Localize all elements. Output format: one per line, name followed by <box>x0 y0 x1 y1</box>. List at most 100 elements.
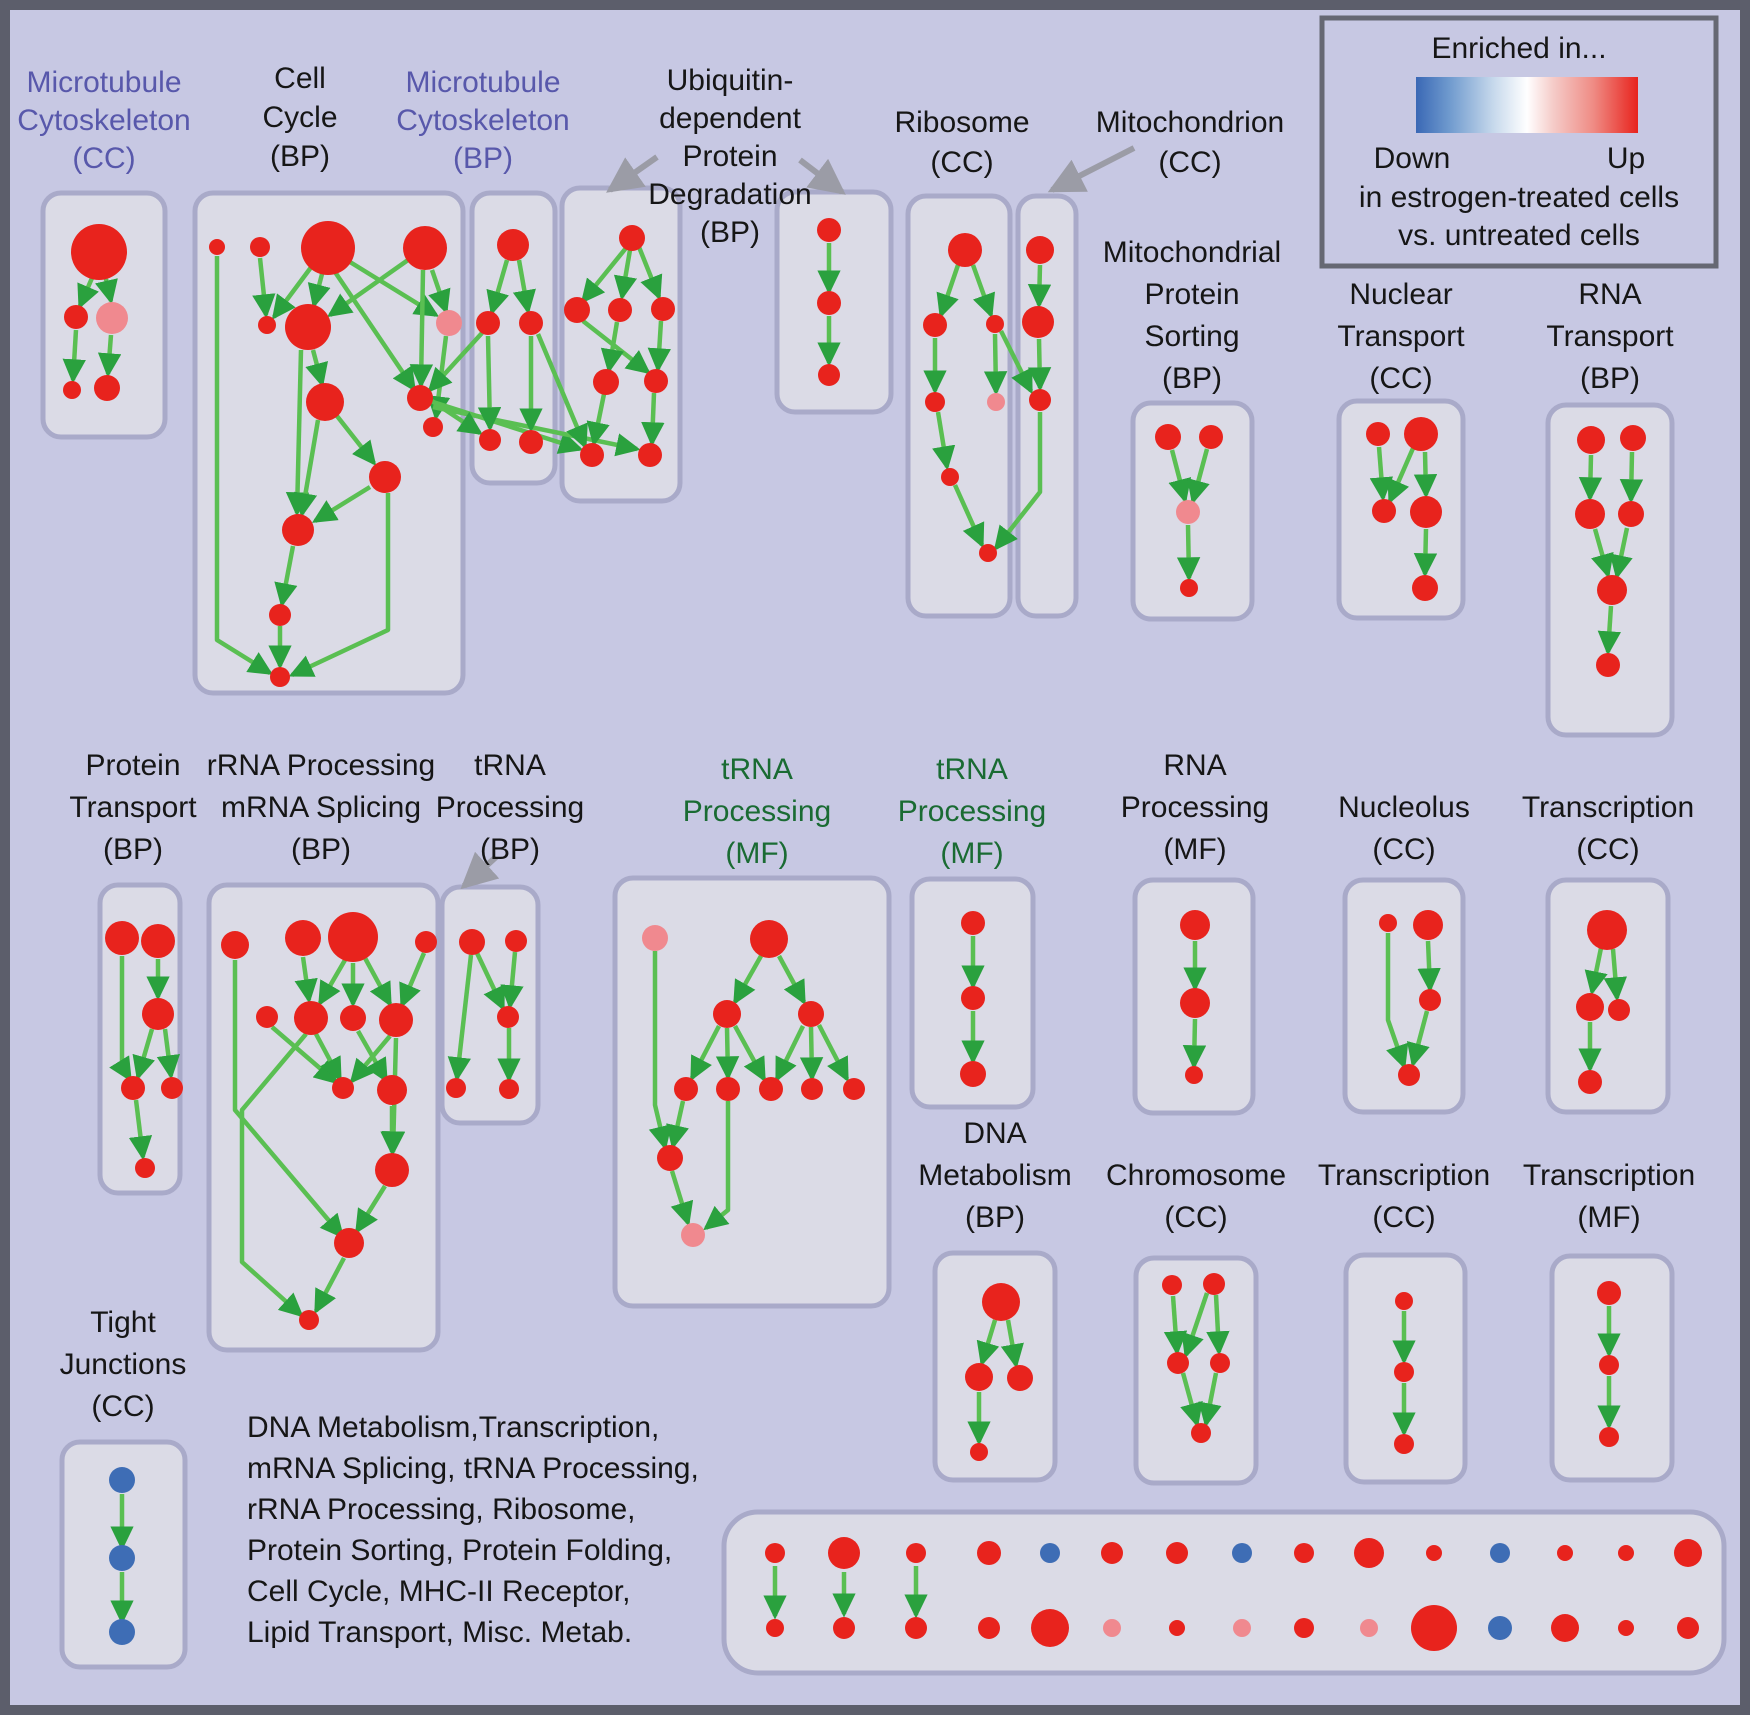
gene-set-node-trna-processing-mf-2-2 <box>960 1061 986 1087</box>
label-mitochondrial-protein-sorting-bp-line-1: Protein <box>1144 278 1239 311</box>
edge-arrow-trna-processing-mf-1-0 <box>733 954 763 1006</box>
gene-set-node-nucleolus-cc-2 <box>1419 989 1441 1011</box>
gene-set-node-misc-cluster-18 <box>978 1617 1000 1639</box>
gene-set-node-mitochondrion-cc-2 <box>1029 389 1051 411</box>
gene-set-node-cell-cycle-bp-5 <box>285 304 331 350</box>
gene-set-node-rna-transport-bp-5 <box>1596 653 1620 677</box>
misc-cluster-note-line-1: mRNA Splicing, tRNA Processing, <box>247 1452 699 1485</box>
edge-arrow-nuclear-transport-cc-1 <box>1387 445 1417 505</box>
label-microtubule-cytoskeleton-bp-line-2: (BP) <box>453 142 513 175</box>
gene-set-node-cell-cycle-bp-11 <box>282 514 314 546</box>
label-rna-processing-mf-line-2: (MF) <box>1163 833 1226 866</box>
gene-set-node-misc-cluster-0 <box>765 1543 785 1563</box>
label-rna-processing-mf-line-1: Processing <box>1121 791 1269 824</box>
edges-layer <box>62 243 1644 1625</box>
edge-arrow-rrna-processing-mrna-splicing-bp-14 <box>239 1032 308 1318</box>
label-dna-metabolism-bp-line-2: (BP) <box>965 1201 1025 1234</box>
legend-title: Enriched in... <box>1431 32 1606 65</box>
label-ribosome-cc-line-0: Ribosome <box>894 106 1029 139</box>
edge-arrow-ubiquitin-degradation-bp-1-0 <box>580 246 628 304</box>
gene-set-node-microtubule-cytoskeleton-bp-3 <box>479 429 501 451</box>
edge-arrow-microtubule-cytoskeleton-cc-2 <box>62 329 86 384</box>
gene-set-node-ubiquitin-degradation-bp-2-2 <box>818 364 840 386</box>
label-protein-transport-bp-line-1: Transport <box>69 791 197 824</box>
gene-set-node-mitochondrion-cc-0 <box>1026 236 1054 264</box>
annotation-arrows-layer <box>460 145 1136 890</box>
edge-arrow-microtubule-cytoskeleton-bp-4 <box>427 331 484 393</box>
edge-arrow-trna-processing-bp-2 <box>447 954 474 1082</box>
edge-arrow-trna-processing-mf-1-5 <box>774 1025 806 1083</box>
gene-set-node-cell-cycle-bp-12 <box>269 604 291 626</box>
label-ubiquitin-degradation-bp-1-line-1: dependent <box>659 102 801 135</box>
gene-set-node-trna-processing-mf-1-7 <box>801 1078 823 1100</box>
edge-arrow-rrna-processing-mrna-splicing-bp-2 <box>318 958 347 1007</box>
gene-set-node-nuclear-transport-cc-4 <box>1412 575 1438 601</box>
legend-down-label: Down <box>1374 142 1451 175</box>
gene-set-node-transcription-mf-1 <box>1599 1355 1619 1375</box>
gene-set-node-nucleolus-cc-0 <box>1379 914 1397 932</box>
gene-set-node-dna-metabolism-bp-2 <box>1007 1365 1033 1391</box>
edge-arrow-trna-processing-mf-1-3 <box>715 1027 740 1081</box>
edge-arrow-cell-cycle-bp-8 <box>409 269 434 389</box>
label-rrna-processing-mrna-splicing-bp-line-1: mRNA Splicing <box>221 791 421 824</box>
label-cell-cycle-bp-line-1: Cycle <box>262 101 337 134</box>
gene-set-node-misc-cluster-9 <box>1354 1538 1384 1568</box>
edge-arrow-rrna-processing-mrna-splicing-bp-1 <box>294 956 318 1004</box>
gene-set-node-rrna-processing-mrna-splicing-bp-6 <box>340 1005 366 1031</box>
gene-set-node-ubiquitin-degradation-bp-1-6 <box>580 443 604 467</box>
legend-subtitle-2: vs. untreated cells <box>1398 219 1640 252</box>
edge-arrow-trna-processing-mf-1-2 <box>690 1024 721 1082</box>
gene-set-node-trna-processing-mf-1-0 <box>642 925 668 951</box>
gene-set-node-rrna-processing-mrna-splicing-bp-11 <box>334 1228 364 1258</box>
gene-set-node-ubiquitin-degradation-bp-1-7 <box>638 443 662 467</box>
edge-arrow-cell-cycle-bp-2 <box>271 264 314 320</box>
edge-arrow-nuclear-transport-cc-0 <box>1369 446 1394 502</box>
gene-set-node-chromosome-cc-1 <box>1203 1273 1225 1295</box>
gene-set-node-misc-cluster-29 <box>1677 1617 1699 1639</box>
gene-set-node-rrna-processing-mrna-splicing-bp-7 <box>379 1003 413 1037</box>
label-mitochondrial-protein-sorting-bp-line-3: (BP) <box>1162 362 1222 395</box>
gene-set-node-mitochondrial-protein-sorting-bp-1 <box>1199 425 1223 449</box>
edge-arrow-rna-transport-bp-2 <box>1591 528 1614 579</box>
edge-arrow-dna-metabolism-bp-1 <box>1000 1319 1024 1369</box>
edge-arrow-trna-processing-mf-1-6 <box>799 1026 824 1082</box>
gene-set-node-rna-transport-bp-4 <box>1597 575 1627 605</box>
gene-set-node-nuclear-transport-cc-0 <box>1366 422 1390 446</box>
edge-arrow-dna-metabolism-bp-0 <box>976 1319 1000 1367</box>
gene-set-node-mitochondrial-protein-sorting-bp-2 <box>1176 500 1200 524</box>
gene-set-node-misc-cluster-26 <box>1488 1616 1512 1640</box>
edge-arrow-trna-processing-mf-1-9 <box>666 1100 689 1150</box>
gene-set-node-misc-cluster-4 <box>1040 1543 1060 1563</box>
gene-set-node-misc-cluster-14 <box>1674 1539 1702 1567</box>
gene-set-node-rna-transport-bp-2 <box>1575 499 1605 529</box>
edge-arrow-trna-processing-mf-1-11 <box>703 1101 731 1231</box>
edge-arrow-microtubule-cytoskeleton-bp-1 <box>512 259 536 315</box>
edge-arrow-rrna-processing-mrna-splicing-bp-13 <box>314 1256 346 1315</box>
gene-set-node-trna-processing-mf-1-4 <box>674 1077 698 1101</box>
label-transcription-mf-line-1: (MF) <box>1577 1201 1640 1234</box>
gene-set-node-rrna-processing-mrna-splicing-bp-4 <box>256 1006 278 1028</box>
gene-set-node-trna-processing-mf-1-1 <box>750 920 788 958</box>
edge-arrow-protein-transport-bp-2 <box>132 1028 156 1081</box>
gene-set-node-transcription-cc-low-0 <box>1395 1292 1413 1310</box>
gene-set-node-chromosome-cc-4 <box>1191 1423 1211 1443</box>
gene-set-node-misc-cluster-23 <box>1294 1618 1314 1638</box>
gene-set-node-misc-cluster-21 <box>1169 1620 1185 1636</box>
label-cell-cycle-bp-line-2: (BP) <box>270 140 330 173</box>
label-tight-junctions-cc-line-1: Junctions <box>60 1348 187 1381</box>
misc-cluster-note-line-4: Cell Cycle, MHC-II Receptor, <box>247 1575 630 1608</box>
edge-arrow-cell-cycle-bp-10 <box>285 349 310 517</box>
label-nucleolus-cc-line-0: Nucleolus <box>1338 791 1470 824</box>
misc-cluster-note-line-2: rRNA Processing, Ribosome, <box>247 1493 635 1526</box>
gene-set-node-rrna-processing-mrna-splicing-bp-0 <box>221 931 249 959</box>
gene-set-node-nucleolus-cc-3 <box>1398 1064 1420 1086</box>
label-cell-cycle-bp-line-0: Cell <box>274 62 326 95</box>
edge-arrow-chromosome-cc-0 <box>1163 1295 1188 1356</box>
gene-set-node-misc-cluster-19 <box>1031 1609 1069 1647</box>
gene-set-node-cell-cycle-bp-0 <box>209 239 225 255</box>
edge-arrow-mitochondrion-cc-2 <box>993 412 1043 551</box>
edge-arrow-cell-cycle-bp-5 <box>428 269 451 315</box>
label-microtubule-cytoskeleton-bp-line-0: Microtubule <box>405 66 560 99</box>
